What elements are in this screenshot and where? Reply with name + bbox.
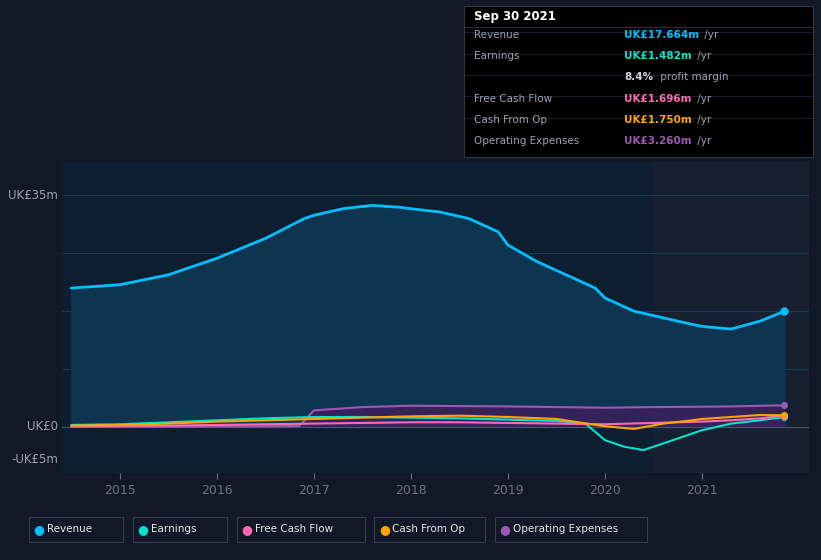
Text: ●: ●	[499, 522, 511, 536]
Text: 8.4%: 8.4%	[624, 72, 653, 82]
Bar	[654, 162, 809, 473]
Text: UK£17.664m: UK£17.664m	[624, 30, 699, 40]
Text: UK£1.750m: UK£1.750m	[624, 115, 692, 125]
Text: UK£1.482m: UK£1.482m	[624, 51, 692, 61]
Text: Operating Expenses: Operating Expenses	[474, 136, 579, 146]
Text: -UK£5m: -UK£5m	[11, 454, 57, 466]
Text: Operating Expenses: Operating Expenses	[513, 524, 618, 534]
Text: Revenue: Revenue	[474, 30, 519, 40]
Text: UK£35m: UK£35m	[8, 189, 57, 202]
Text: UK£1.696m: UK£1.696m	[624, 94, 691, 104]
Text: ●: ●	[137, 522, 149, 536]
Text: Cash From Op: Cash From Op	[474, 115, 547, 125]
Text: /yr: /yr	[694, 51, 711, 61]
Text: profit margin: profit margin	[657, 72, 728, 82]
Text: Revenue: Revenue	[47, 524, 92, 534]
Text: Earnings: Earnings	[474, 51, 519, 61]
Text: ●: ●	[241, 522, 253, 536]
Text: Earnings: Earnings	[151, 524, 196, 534]
Text: Free Cash Flow: Free Cash Flow	[255, 524, 333, 534]
Text: /yr: /yr	[701, 30, 718, 40]
Text: /yr: /yr	[694, 115, 711, 125]
Text: Free Cash Flow: Free Cash Flow	[474, 94, 552, 104]
Text: ●: ●	[33, 522, 44, 536]
Text: Sep 30 2021: Sep 30 2021	[474, 10, 556, 23]
Text: Cash From Op: Cash From Op	[392, 524, 466, 534]
Text: ●: ●	[378, 522, 390, 536]
Text: UK£3.260m: UK£3.260m	[624, 136, 691, 146]
Text: /yr: /yr	[694, 94, 711, 104]
Text: UK£0: UK£0	[27, 421, 57, 433]
Text: /yr: /yr	[694, 136, 711, 146]
